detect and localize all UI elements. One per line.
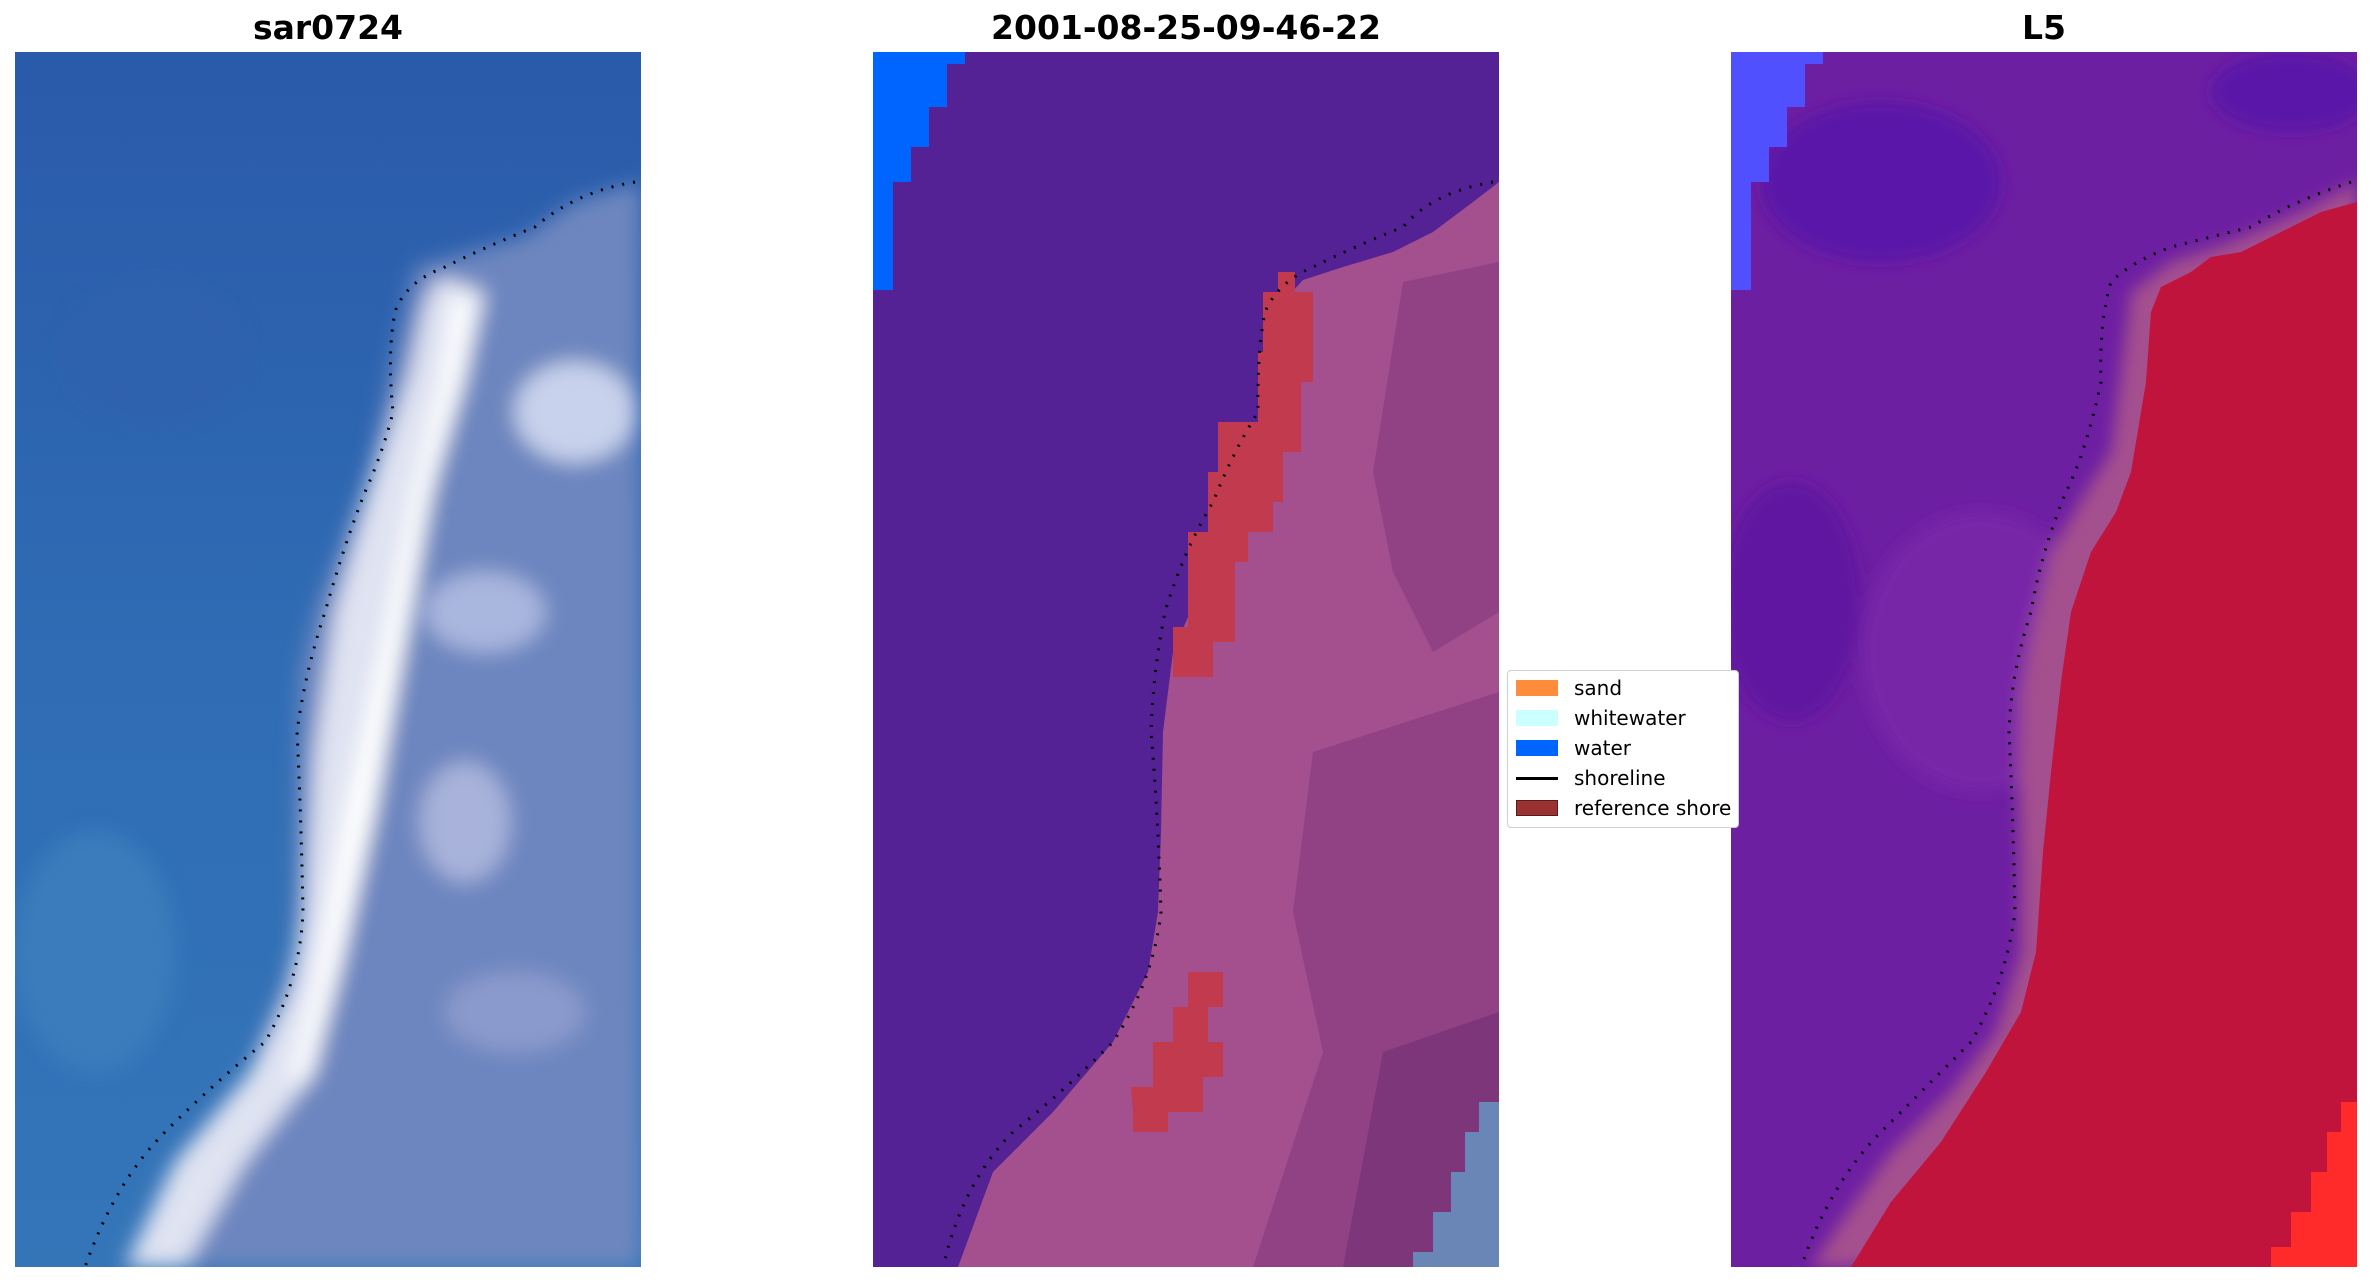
panel-title-l5: L5 bbox=[2022, 8, 2066, 47]
water-swatch bbox=[1516, 740, 1558, 756]
panel-title-date: 2001-08-25-09-46-22 bbox=[991, 8, 1381, 47]
whitewater-swatch bbox=[1516, 710, 1558, 726]
sand-swatch bbox=[1516, 680, 1558, 696]
reference-shore-swatch bbox=[1516, 800, 1558, 816]
legend: sand whitewater water shoreline referenc… bbox=[1507, 670, 1739, 828]
legend-label-water: water bbox=[1574, 736, 1631, 760]
legend-label-whitewater: whitewater bbox=[1574, 706, 1686, 730]
legend-item-sand: sand bbox=[1516, 675, 1622, 701]
classification-image bbox=[873, 52, 1499, 1267]
l5-water-patch bbox=[1731, 52, 1823, 290]
legend-label-shoreline: shoreline bbox=[1574, 766, 1666, 790]
classification-panel bbox=[873, 52, 1499, 1267]
l5-bright-patch bbox=[2271, 1102, 2357, 1267]
panel-title-sar0724: sar0724 bbox=[252, 8, 404, 47]
grey-patch bbox=[1413, 1102, 1499, 1267]
shoreline-rgb bbox=[83, 180, 636, 1267]
l5-image bbox=[1731, 52, 2357, 1267]
l5-panel bbox=[1731, 52, 2357, 1267]
reference-shore-patch-upper bbox=[1173, 272, 1313, 677]
legend-label-sand: sand bbox=[1574, 676, 1623, 700]
water-patch bbox=[873, 52, 965, 290]
legend-item-water: water bbox=[1516, 735, 1631, 761]
rgb-image-panel bbox=[15, 52, 641, 1267]
shoreline-swatch bbox=[1516, 776, 1558, 780]
legend-item-shoreline: shoreline bbox=[1516, 765, 1666, 791]
legend-item-whitewater: whitewater bbox=[1516, 705, 1686, 731]
legend-label-reference-shore: reference shore bbox=[1574, 796, 1732, 820]
rgb-image bbox=[15, 52, 641, 1267]
legend-item-reference-shore: reference shore bbox=[1516, 795, 1731, 821]
reference-shore-patch-lower bbox=[1131, 972, 1223, 1132]
l5-land-area bbox=[1851, 202, 2357, 1267]
